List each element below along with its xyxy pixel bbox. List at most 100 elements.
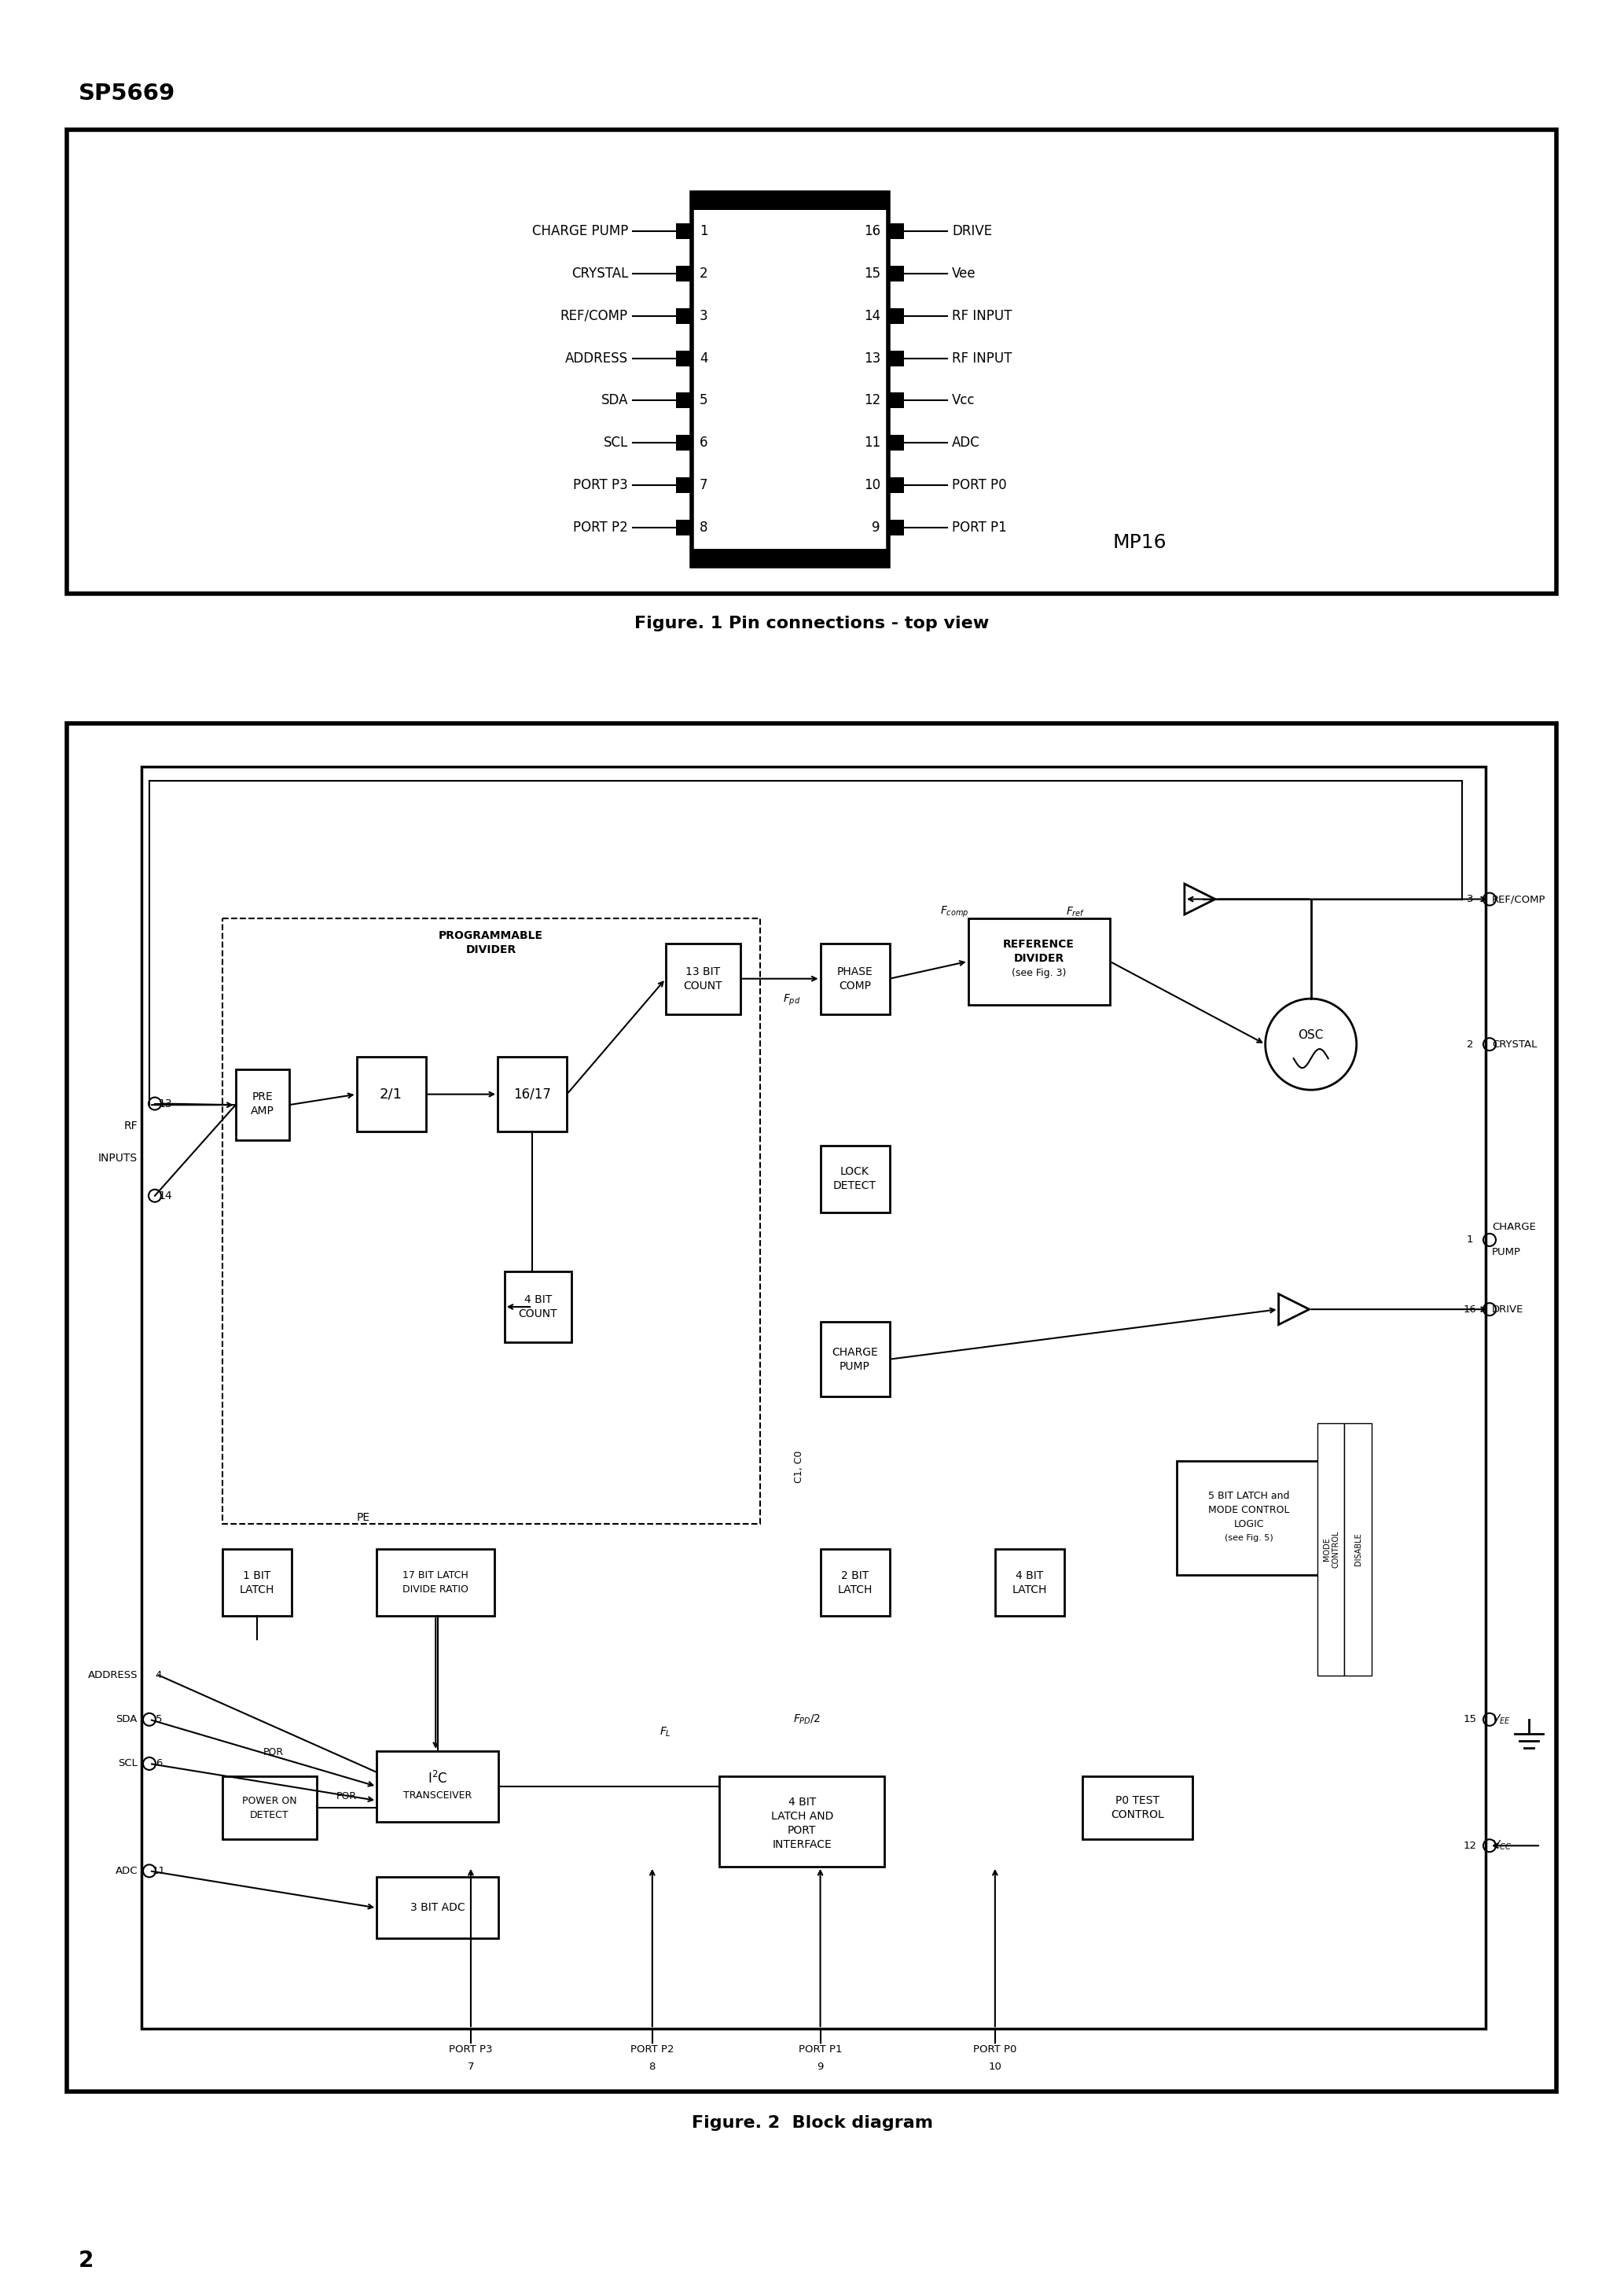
- Bar: [968, 918, 1109, 1006]
- Text: CHARGE: CHARGE: [1492, 1221, 1536, 1233]
- Bar: [1083, 1777, 1192, 1839]
- Text: POR: POR: [263, 1747, 284, 1759]
- Text: 2 BIT: 2 BIT: [841, 1570, 869, 1582]
- Text: C1, C0: C1, C0: [794, 1451, 804, 1483]
- Text: 8: 8: [650, 2062, 656, 2071]
- Text: MP16: MP16: [1112, 533, 1166, 551]
- Text: 4 BIT: 4 BIT: [1015, 1570, 1044, 1582]
- Text: 3: 3: [1466, 893, 1473, 905]
- Text: LATCH: LATCH: [838, 1584, 872, 1596]
- Text: $F_{PD}/2$: $F_{PD}/2$: [793, 1713, 820, 1727]
- Bar: [692, 193, 888, 209]
- Text: MODE
CONTROL: MODE CONTROL: [1322, 1531, 1340, 1568]
- Text: Figure. 2  Block diagram: Figure. 2 Block diagram: [692, 2115, 932, 2131]
- Text: INTERFACE: INTERFACE: [773, 1839, 831, 1851]
- Text: 3 BIT ADC: 3 BIT ADC: [411, 1903, 464, 1913]
- Text: COUNT: COUNT: [518, 1309, 557, 1320]
- Bar: [676, 478, 692, 494]
- Bar: [222, 1777, 317, 1839]
- Bar: [377, 1752, 499, 1821]
- Text: 4 BIT: 4 BIT: [788, 1798, 815, 1809]
- Bar: [888, 266, 905, 282]
- Bar: [505, 1272, 572, 1343]
- Text: 16: 16: [864, 225, 880, 239]
- Bar: [820, 1146, 890, 1212]
- Text: 13 BIT: 13 BIT: [685, 967, 721, 978]
- Text: CHARGE: CHARGE: [831, 1348, 879, 1357]
- Bar: [377, 1550, 495, 1616]
- Text: RF: RF: [123, 1120, 138, 1132]
- Bar: [235, 1070, 289, 1141]
- Text: 2: 2: [700, 266, 708, 280]
- Bar: [888, 519, 905, 535]
- Text: DRIVE: DRIVE: [952, 225, 992, 239]
- Text: 2/1: 2/1: [380, 1088, 403, 1102]
- Text: 16/17: 16/17: [513, 1088, 551, 1102]
- Text: 14: 14: [864, 308, 880, 324]
- Text: PORT P1: PORT P1: [799, 2043, 843, 2055]
- Text: OSC: OSC: [1298, 1029, 1324, 1040]
- Bar: [357, 1056, 425, 1132]
- Text: SCL: SCL: [604, 436, 628, 450]
- Text: REF/COMP: REF/COMP: [560, 308, 628, 324]
- Text: $F_{ref}$: $F_{ref}$: [1065, 905, 1085, 918]
- Text: PORT P1: PORT P1: [952, 521, 1007, 535]
- Text: 2: 2: [78, 2250, 94, 2271]
- Bar: [888, 478, 905, 494]
- Text: 11: 11: [864, 436, 880, 450]
- Text: 11: 11: [153, 1867, 166, 1876]
- Text: 12: 12: [1463, 1841, 1476, 1851]
- Bar: [692, 193, 888, 567]
- Text: 4: 4: [700, 351, 708, 365]
- Text: PRE: PRE: [252, 1091, 273, 1102]
- Text: 6: 6: [700, 436, 708, 450]
- Text: Vee: Vee: [952, 266, 976, 280]
- Bar: [820, 1550, 890, 1616]
- Text: DETECT: DETECT: [250, 1809, 289, 1821]
- Text: $F_{pd}$: $F_{pd}$: [783, 992, 801, 1008]
- Text: RF INPUT: RF INPUT: [952, 351, 1012, 365]
- Text: CRYSTAL: CRYSTAL: [1492, 1040, 1536, 1049]
- Text: DRIVE: DRIVE: [1492, 1304, 1523, 1313]
- Text: LOGIC: LOGIC: [1234, 1520, 1265, 1529]
- Text: REFERENCE: REFERENCE: [1004, 939, 1075, 951]
- Text: ADDRESS: ADDRESS: [88, 1669, 138, 1681]
- Text: (see Fig. 3): (see Fig. 3): [1012, 969, 1067, 978]
- Text: 16: 16: [1463, 1304, 1476, 1313]
- Text: PORT P2: PORT P2: [630, 2043, 674, 2055]
- Text: 9: 9: [817, 2062, 823, 2071]
- Bar: [497, 1056, 567, 1132]
- Text: INPUTS: INPUTS: [97, 1153, 138, 1164]
- Text: COUNT: COUNT: [684, 980, 723, 992]
- Bar: [692, 549, 888, 567]
- Bar: [676, 434, 692, 450]
- Text: COMP: COMP: [838, 980, 870, 992]
- Text: DIVIDE RATIO: DIVIDE RATIO: [403, 1584, 469, 1596]
- Bar: [377, 1878, 499, 1938]
- Text: POR: POR: [336, 1791, 357, 1802]
- Text: 14: 14: [158, 1189, 172, 1201]
- Text: DIVIDER: DIVIDER: [466, 944, 516, 955]
- Text: PORT P2: PORT P2: [573, 521, 628, 535]
- Text: 5: 5: [156, 1715, 162, 1724]
- Text: SDA: SDA: [601, 393, 628, 409]
- Text: 15: 15: [1463, 1715, 1476, 1724]
- Bar: [1345, 1424, 1371, 1676]
- Text: 17 BIT LATCH: 17 BIT LATCH: [403, 1570, 469, 1580]
- Text: DISABLE: DISABLE: [1354, 1534, 1363, 1566]
- Text: PORT: PORT: [788, 1825, 817, 1837]
- Text: MODE CONTROL: MODE CONTROL: [1208, 1504, 1289, 1515]
- Bar: [666, 944, 741, 1015]
- Text: LATCH: LATCH: [1012, 1584, 1047, 1596]
- Text: $F_{comp}$: $F_{comp}$: [940, 905, 970, 918]
- Bar: [888, 393, 905, 409]
- Bar: [676, 351, 692, 365]
- Text: CHARGE PUMP: CHARGE PUMP: [533, 225, 628, 239]
- Text: 5: 5: [700, 393, 708, 409]
- Text: 15: 15: [864, 266, 880, 280]
- Bar: [996, 1550, 1064, 1616]
- Text: 10: 10: [864, 478, 880, 491]
- Bar: [1317, 1424, 1345, 1676]
- Text: SCL: SCL: [119, 1759, 138, 1768]
- Text: PHASE: PHASE: [836, 967, 872, 978]
